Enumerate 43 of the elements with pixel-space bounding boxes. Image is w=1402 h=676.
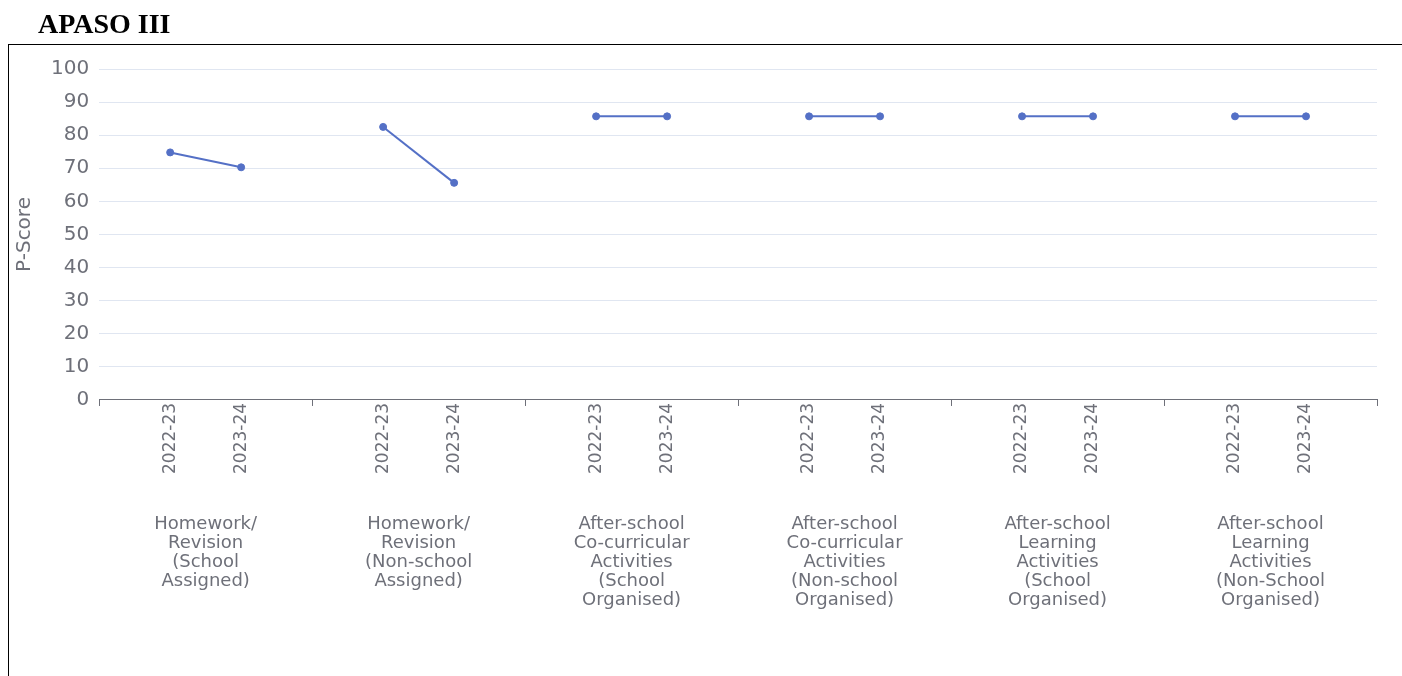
x-tick-label: 2022-23 <box>158 402 179 474</box>
x-tick-label: 2022-23 <box>1223 402 1244 474</box>
y-tick-label: 100 <box>50 55 90 80</box>
x-tick-label: 2022-23 <box>584 402 605 474</box>
x-tick-label: 2023-24 <box>442 402 463 474</box>
y-tick-label: 70 <box>63 154 90 179</box>
point <box>1302 112 1311 121</box>
x-tick-label: 2022-23 <box>1010 402 1031 474</box>
point <box>166 148 175 157</box>
y-tick-label: 90 <box>63 88 90 113</box>
y-tick-label: 0 <box>76 386 90 411</box>
point <box>805 112 814 121</box>
x-tick-label: 2022-23 <box>371 402 392 474</box>
x-tick-label: 2023-24 <box>1081 402 1102 474</box>
y-tick-label: 40 <box>63 253 90 278</box>
text: After-school Co-curricular Activities (School Organised) <box>573 511 691 609</box>
point <box>1089 112 1098 121</box>
y-tick-label: 30 <box>63 286 90 311</box>
x-tick-label: 2022-23 <box>797 402 818 474</box>
point <box>237 163 246 172</box>
point <box>379 122 388 131</box>
x-tick-label: 2023-24 <box>655 402 676 474</box>
point <box>450 178 459 187</box>
x-tick-label: 2023-24 <box>868 402 889 474</box>
text: After-school Learning Activities (Non-School Organised) <box>1215 511 1326 609</box>
y-tick-label: 20 <box>63 319 90 344</box>
chart-title: APASO III <box>38 8 171 40</box>
point <box>876 112 885 121</box>
point <box>592 112 601 121</box>
text: Homework/ Revision (Non-school Assigned) <box>365 511 473 590</box>
x-tick-label: 2023-24 <box>229 402 250 474</box>
x-tick-label: 2023-24 <box>1294 402 1315 474</box>
point <box>1231 112 1240 121</box>
point <box>663 112 672 121</box>
y-tick-label: 50 <box>63 220 90 245</box>
text: After-school Co-curricular Activities (Non-school Organised) <box>786 511 904 609</box>
y-tick-label: 10 <box>63 353 90 378</box>
y-tick-label: 60 <box>63 187 90 212</box>
text: Homework/ Revision (School Assigned) <box>154 511 258 590</box>
y-tick-label: 80 <box>63 121 90 146</box>
y-axis-title: P-Score <box>11 197 36 272</box>
point <box>1018 112 1027 121</box>
text: After-school Learning Activities (School Organised) <box>1004 511 1111 609</box>
